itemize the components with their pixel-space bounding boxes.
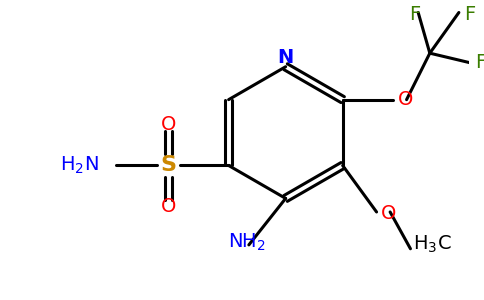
Text: N: N <box>277 47 294 67</box>
Text: O: O <box>161 115 176 134</box>
Text: F: F <box>464 5 475 24</box>
Text: F: F <box>475 53 484 72</box>
Text: S: S <box>161 155 177 176</box>
Text: O: O <box>398 90 413 109</box>
Text: H$_2$N: H$_2$N <box>60 155 99 176</box>
Text: O: O <box>380 204 396 224</box>
Text: O: O <box>161 197 176 216</box>
Text: NH$_2$: NH$_2$ <box>228 231 266 253</box>
Text: H$_3$C: H$_3$C <box>413 233 452 255</box>
Text: F: F <box>408 5 420 24</box>
